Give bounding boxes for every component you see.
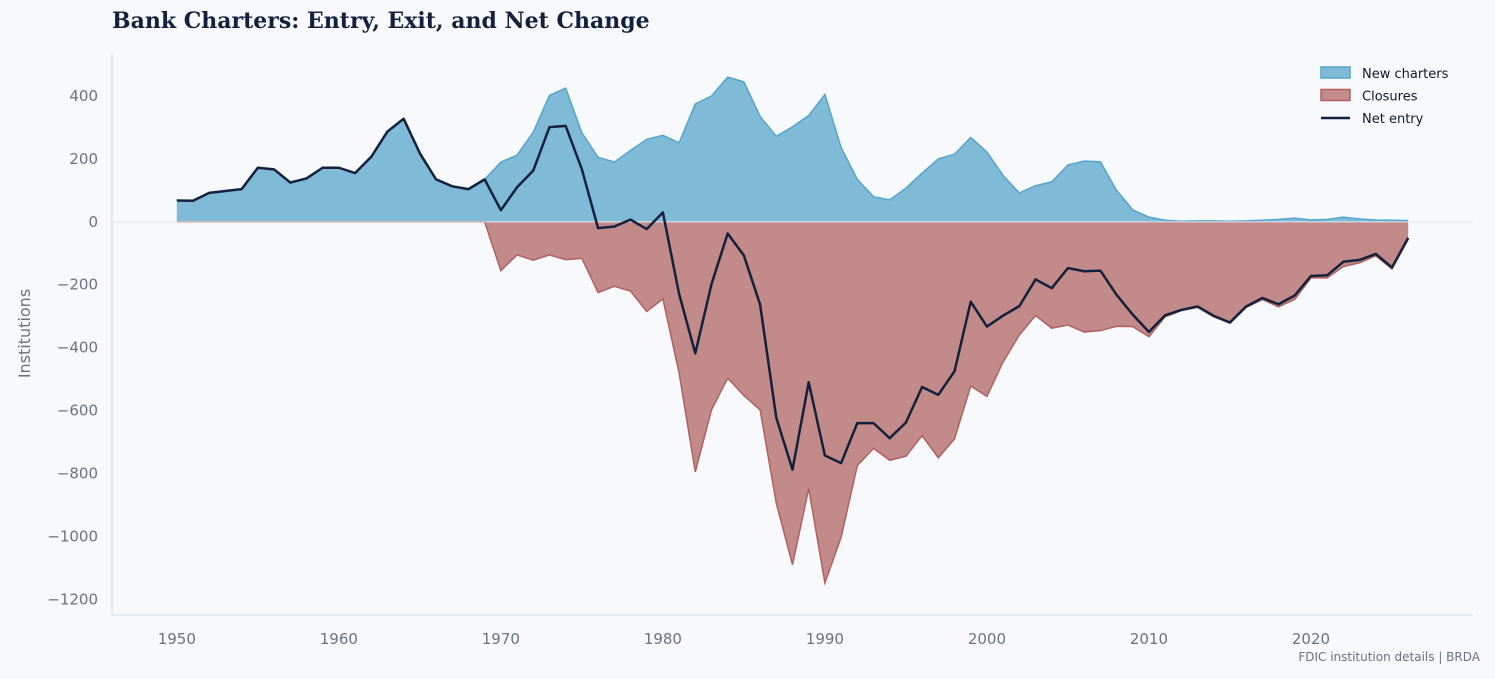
x-tick-label: 1960 — [320, 630, 358, 648]
y-tick-label: 0 — [88, 213, 98, 231]
source-note: FDIC institution details | BRDA — [1298, 650, 1480, 664]
x-tick-label: 1990 — [806, 630, 844, 648]
x-tick-label: 1950 — [158, 630, 196, 648]
y-tick-label: −1200 — [47, 590, 98, 608]
y-tick-label: −600 — [57, 402, 98, 420]
legend-label-net-entry: Net entry — [1362, 112, 1424, 127]
net-entry-line — [176, 117, 1410, 471]
new-charters-area — [176, 77, 1409, 222]
y-axis-label: Institutions — [15, 289, 34, 378]
y-tick-label: −400 — [57, 339, 98, 357]
y-tick-label: −1000 — [47, 527, 98, 545]
closures-area — [176, 221, 1409, 583]
legend: New charters Closures Net entry — [1320, 66, 1449, 127]
legend-label-closures: Closures — [1362, 90, 1418, 105]
chart-lines — [176, 117, 1410, 471]
x-tick-label: 1980 — [644, 630, 682, 648]
x-tick-label: 2020 — [1292, 630, 1330, 648]
y-tick-label: −800 — [57, 464, 98, 482]
legend-swatch-closures — [1320, 88, 1351, 102]
y-tick-label: 200 — [69, 150, 98, 168]
x-tick-label: 2000 — [968, 630, 1006, 648]
x-tick-label: 1970 — [482, 630, 520, 648]
chart-title: Bank Charters: Entry, Exit, and Net Chan… — [112, 8, 650, 34]
legend-label-new-charters: New charters — [1362, 67, 1449, 82]
legend-swatch-new-charters — [1320, 66, 1351, 79]
chart-areas — [176, 76, 1409, 586]
y-tick-label: −200 — [57, 276, 98, 294]
y-tick-label: 400 — [69, 87, 98, 105]
x-tick-label: 2010 — [1130, 630, 1168, 648]
